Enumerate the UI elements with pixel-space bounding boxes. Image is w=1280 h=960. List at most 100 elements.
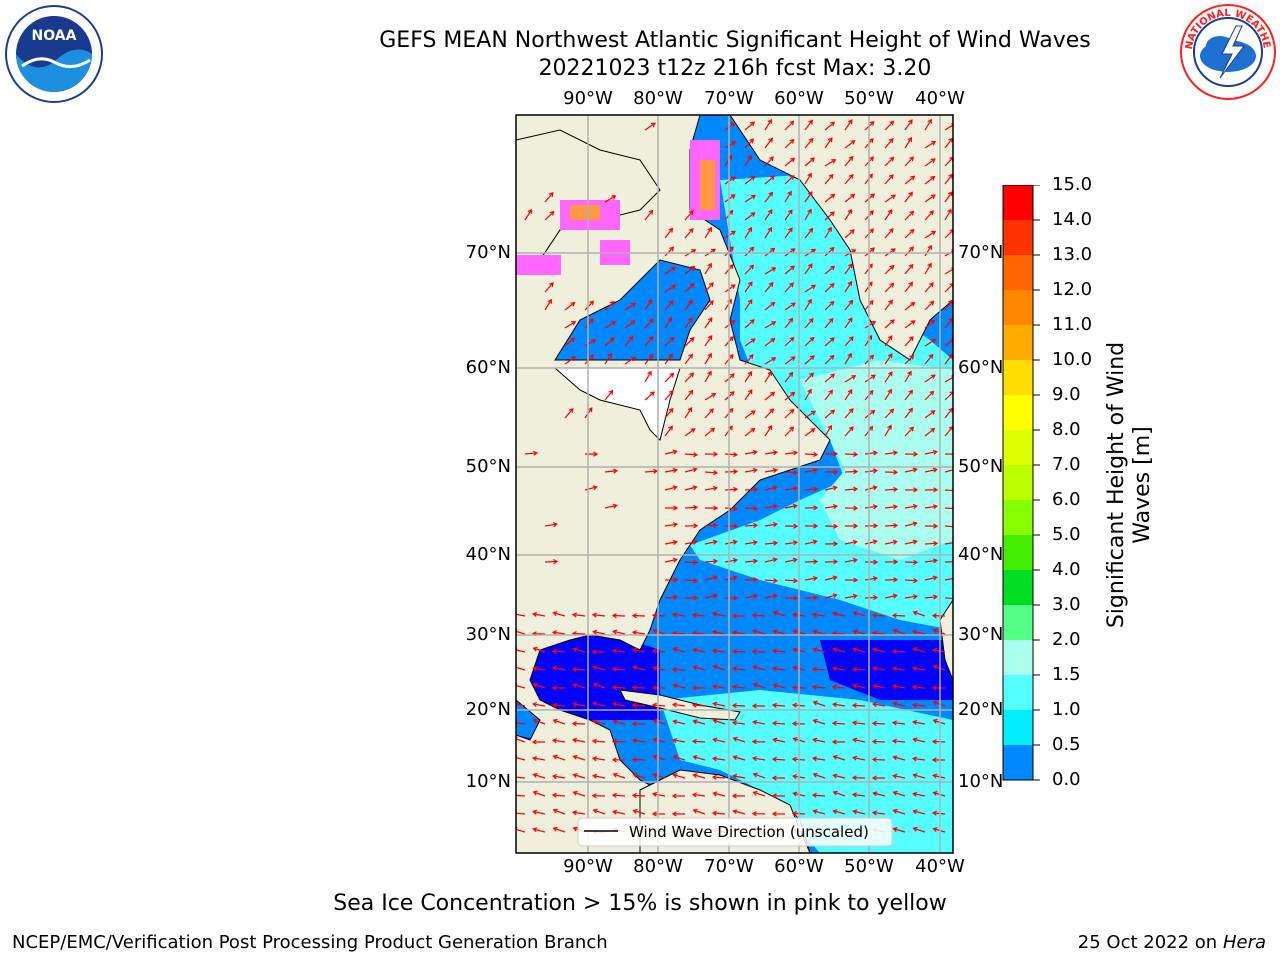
axis-tick-label: 40°N [465,544,511,565]
wave-direction-arrow [824,137,833,149]
wave-direction-arrow [753,721,766,725]
wave-direction-arrow [804,173,812,185]
wave-direction-arrow [553,719,566,725]
wave-direction-arrow [844,300,853,311]
wave-direction-arrow [804,120,813,131]
axis-tick-label: 20°N [958,699,1004,720]
wave-direction-arrow [644,391,655,401]
wave-direction-arrow [884,138,894,149]
sea-ice-caption: Sea Ice Concentration > 15% is shown in … [333,891,947,916]
wave-direction-arrow [944,489,953,492]
wave-direction-arrow [684,266,695,275]
wave-direction-arrow [844,229,855,239]
wave-direction-arrow [553,739,566,743]
wave-direction-arrow [644,336,654,347]
legend-label: Wind Wave Direction (unscaled) [629,823,869,841]
axis-tick-label: 20°N [465,699,511,720]
wave-direction-arrow [744,507,758,510]
wave-direction-arrow [664,523,677,527]
colorbar-swatch [1003,360,1033,396]
wave-direction-arrow [612,794,626,797]
wave-direction-arrow [724,176,736,185]
colorbar [1002,185,1040,781]
wave-direction-arrow [516,828,526,833]
wave-direction-arrow [864,486,877,491]
wave-direction-arrow [753,773,766,779]
wave-direction-arrow [864,577,877,581]
colorbar-swatch [1003,325,1033,361]
wave-direction-arrow [713,612,726,617]
wave-direction-arrow [684,300,693,311]
wave-direction-arrow [724,507,738,510]
wave-direction-arrow [573,791,586,797]
wave-direction-arrow [944,597,953,600]
wave-direction-arrow [684,579,698,582]
colorbar-swatch [1003,640,1033,676]
wave-direction-arrow [824,337,835,347]
wave-direction-arrow [813,686,826,689]
wave-direction-arrow [804,138,814,149]
wave-direction-arrow [844,140,855,149]
wave-direction-arrow [544,523,557,527]
wave-direction-arrow [872,740,886,743]
wave-direction-arrow [744,354,754,365]
wave-direction-arrow [764,505,777,509]
wave-direction-arrow [904,426,914,437]
wave-direction-arrow [784,282,794,293]
wave-direction-arrow [612,686,626,689]
wave-direction-arrow [573,755,586,761]
wave-direction-arrow [516,685,526,689]
wave-direction-arrow [744,371,753,383]
wave-direction-arrow [853,721,866,725]
wave-direction-arrow [924,450,937,455]
wave-direction-arrow [813,648,826,653]
wave-direction-arrow [724,453,738,456]
colorbar-swatch [1003,220,1033,256]
wave-direction-arrow [873,792,886,797]
wave-direction-arrow [593,683,606,689]
wave-direction-arrow [853,648,866,653]
wave-direction-arrow [552,650,566,653]
wave-direction-arrow [752,650,766,653]
wave-direction-arrow [753,791,766,797]
wave-direction-arrow [824,425,832,437]
wave-direction-arrow [664,266,676,275]
wave-direction-arrow [804,469,817,473]
wave-direction-arrow [833,686,846,689]
wave-direction-arrow [824,227,832,239]
wave-direction-arrow [804,191,813,203]
sea-ice-overlay [516,140,720,275]
colorbar-swatch [1003,395,1033,431]
wave-direction-arrow [893,667,906,671]
colorbar-tick-label: 10.0 [1052,349,1093,370]
wave-direction-arrow [804,299,812,311]
wave-direction-arrow [632,686,646,689]
wave-direction-arrow [516,721,526,725]
wave-direction-arrow [553,809,566,815]
wave-direction-arrow [764,523,777,527]
wave-direction-arrow [713,685,726,689]
wave-direction-arrow [653,629,666,635]
wave-direction-arrow [713,738,726,743]
wave-direction-arrow [573,703,586,707]
wave-direction-arrow [744,176,755,185]
axis-tick-label: 60°W [774,856,824,877]
wave-direction-arrow [884,389,892,401]
wave-direction-arrow [584,318,594,329]
wave-direction-arrow [912,704,926,707]
wave-direction-arrow [813,738,826,743]
wave-direction-arrow [864,374,876,383]
colorbar-tick-label: 3.0 [1052,594,1081,615]
wave-direction-arrow [773,630,786,635]
wave-direction-arrow [924,559,937,563]
wave-direction-arrow [924,576,937,581]
wave-direction-arrow [893,809,906,815]
wave-direction-arrow [516,702,526,707]
wave-direction-arrow [784,139,795,149]
wave-direction-arrow [624,356,636,365]
wave-direction-arrow [924,158,936,167]
colorbar-title: Significant Height of Wind Waves [m] [1104,341,1155,629]
wave-direction-arrow [852,668,866,671]
wave-direction-arrow [944,391,953,401]
colorbar-tick-label: 0.5 [1052,734,1081,755]
